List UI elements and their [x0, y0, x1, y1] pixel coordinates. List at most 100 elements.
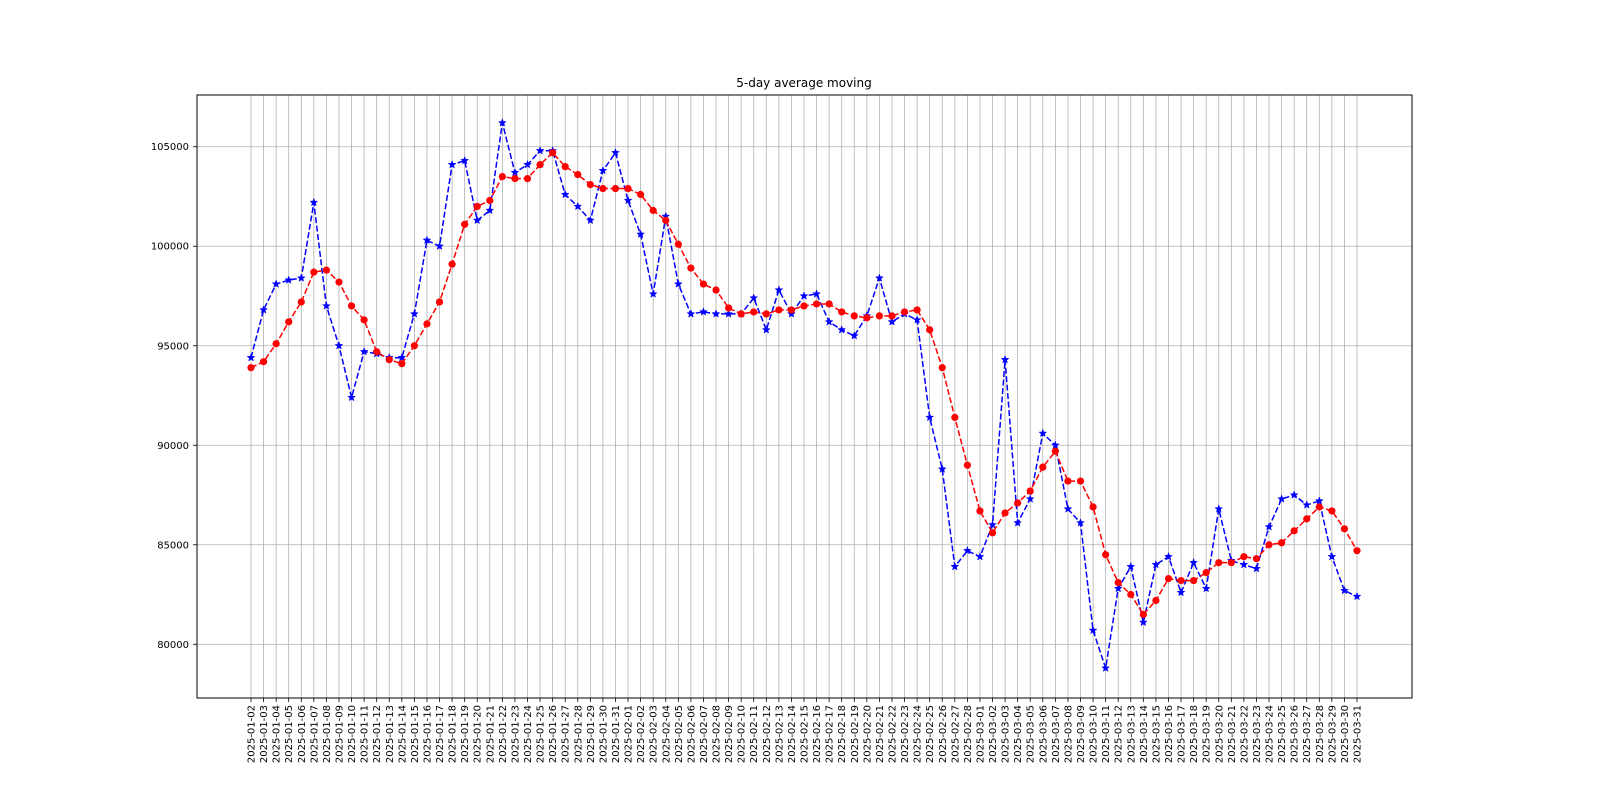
data-point [849, 331, 859, 340]
x-tick-label: 2025-01-17 [435, 705, 446, 763]
data-point [497, 118, 507, 127]
x-tick-label: 2025-01-26 [548, 705, 559, 763]
data-point [423, 320, 431, 328]
x-tick-label: 2025-03-23 [1252, 705, 1263, 763]
data-point [863, 314, 871, 322]
data-point [360, 316, 368, 324]
data-point [322, 266, 331, 274]
x-tick-label: 2025-01-23 [510, 705, 521, 763]
x-tick-label: 2025-01-24 [523, 705, 534, 763]
y-tick-label: 105000 [151, 142, 189, 153]
data-point [962, 546, 972, 555]
data-point [623, 195, 633, 205]
data-point [838, 308, 846, 316]
data-point [1164, 574, 1173, 583]
data-point [1089, 503, 1097, 511]
data-point [649, 206, 657, 215]
data-point [824, 317, 834, 326]
x-tick-label: 2025-03-05 [1026, 705, 1037, 763]
data-point [347, 302, 356, 310]
data-point [874, 273, 884, 282]
plot-frame [196, 94, 1413, 699]
y-tick-label: 95000 [157, 341, 189, 352]
x-tick-label: 2025-01-13 [385, 705, 396, 763]
data-point [775, 306, 783, 314]
x-tick-label: 2025-01-12 [372, 705, 383, 763]
data-point [913, 306, 921, 314]
x-tick-label: 2025-02-03 [649, 705, 660, 763]
data-point [1251, 563, 1261, 573]
data-point [335, 278, 343, 286]
data-point [1327, 551, 1337, 561]
data-point [561, 163, 569, 171]
x-tick-label: 2025-03-17 [1177, 705, 1188, 763]
data-point [510, 167, 520, 177]
data-point [1113, 583, 1123, 593]
x-tick-label: 2025-01-08 [322, 705, 333, 763]
data-point [686, 309, 696, 318]
data-point [486, 196, 494, 205]
data-point [875, 312, 884, 320]
data-point [473, 202, 481, 211]
x-tick-label: 2025-01-21 [485, 705, 496, 763]
data-point [1240, 553, 1248, 561]
x-tick-label: 2025-03-01 [975, 705, 986, 763]
data-point [1277, 539, 1286, 547]
data-point [611, 184, 620, 193]
x-tick-label: 2025-01-30 [598, 705, 609, 763]
data-point [624, 184, 632, 193]
data-point [598, 165, 608, 175]
data-point [1302, 500, 1312, 509]
x-tick-label: 2025-03-29 [1327, 705, 1338, 763]
x-tick-label: 2025-03-26 [1290, 705, 1301, 763]
x-tick-label: 2025-02-19 [850, 705, 861, 763]
data-point [536, 161, 544, 169]
data-point [674, 240, 682, 248]
data-point [938, 364, 946, 372]
data-point [648, 289, 658, 298]
data-point [636, 229, 646, 239]
x-tick-label: 2025-02-15 [800, 705, 811, 763]
data-point [787, 306, 796, 314]
data-point [837, 325, 847, 334]
data-point [976, 507, 984, 515]
data-point [1328, 507, 1336, 515]
data-point [761, 325, 771, 334]
data-point [586, 180, 594, 189]
x-tick-label: 2025-03-27 [1302, 705, 1313, 763]
data-point [1214, 504, 1224, 513]
x-tick-label: 2025-03-13 [1126, 705, 1137, 763]
data-point [750, 308, 758, 316]
data-point [1289, 490, 1299, 499]
data-point [1201, 583, 1211, 593]
data-point [460, 155, 470, 165]
data-point [523, 174, 532, 183]
x-tick-label: 2025-01-15 [410, 705, 421, 763]
data-point [1215, 559, 1223, 567]
data-point [410, 342, 418, 350]
data-point [1277, 494, 1287, 503]
data-point [1176, 587, 1186, 597]
data-point [334, 341, 344, 350]
data-point [472, 215, 482, 225]
data-point [284, 275, 294, 284]
x-tick-label: 2025-03-31 [1353, 705, 1364, 763]
data-point [397, 352, 407, 362]
data-point [712, 286, 720, 294]
data-point [724, 304, 733, 312]
data-point [1164, 551, 1173, 561]
x-tick-label: 2025-03-24 [1265, 705, 1276, 763]
data-point [887, 317, 897, 326]
data-point [975, 551, 985, 561]
data-point [1139, 610, 1147, 619]
x-tick-label: 2025-01-10 [347, 705, 358, 763]
data-point [1038, 428, 1048, 438]
data-point [1315, 503, 1323, 511]
data-point [422, 235, 432, 245]
x-tick-label: 2025-02-01 [624, 705, 635, 763]
data-point [1001, 509, 1009, 517]
x-tick-label: 2025-02-26 [938, 705, 949, 763]
x-tick-label: 2025-01-22 [498, 705, 509, 763]
x-tick-label: 2025-03-07 [1051, 705, 1062, 763]
data-point [511, 174, 519, 183]
